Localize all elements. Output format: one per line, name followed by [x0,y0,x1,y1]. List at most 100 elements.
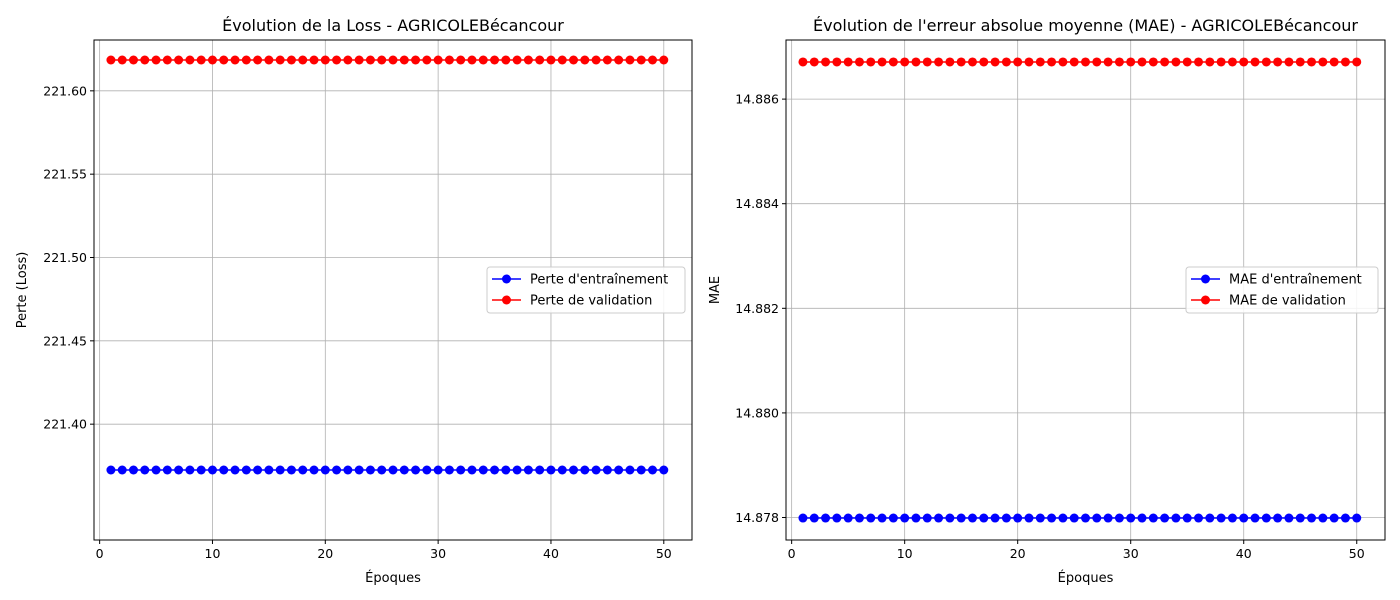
chart-1-series-0-point [1216,513,1226,523]
chart-0-series-0-point [501,465,511,475]
chart-0-series-0-point [467,465,477,475]
chart-1-series-1-point [1114,57,1124,67]
chart-1-series-1-point [911,57,921,67]
chart-0-series-1-point [162,55,172,65]
chart-0-series-0-point [332,465,342,475]
chart-0-series-0-point [162,465,172,475]
chart-1-series-1-point [1250,57,1260,67]
chart-0-series-0-point [253,465,263,475]
chart-1-series-0-point [1148,513,1158,523]
chart-1-series-1-point [1001,57,1011,67]
chart-1-y-tick-label: 14.882 [735,301,779,316]
chart-1-series-0-point [900,513,910,523]
chart-0-legend-swatch-marker-1 [502,295,511,305]
chart-1-series-0-point [1194,513,1204,523]
chart-0-series-0-point [433,465,443,475]
chart-1-series-0-point [843,513,853,523]
chart-1-y-tick-label: 14.884 [735,196,779,211]
chart-1-series-0-point [1284,513,1294,523]
chart-1-series-0-point [1024,513,1034,523]
chart-0-series-1-point [557,55,567,65]
chart-0-series-1-point [354,55,364,65]
chart-1-y-tick-label: 14.880 [735,405,779,420]
chart-0-y-tick-label: 221.45 [43,333,87,348]
chart-1-legend-entry-1: MAE de validation [1229,294,1346,309]
chart-1-series-1-point [1182,57,1192,67]
chart-1-series-1-point [900,57,910,67]
chart-1-series-1-point [877,57,887,67]
chart-1-series-1-point [1295,57,1305,67]
chart-1-series-1-point [798,57,808,67]
chart-0-series-0-point [298,465,308,475]
chart-0-series-1-point [106,55,116,65]
chart-1-series-1-point [1069,57,1079,67]
chart-0-series-1-point [535,55,545,65]
chart-1-series-0-point [956,513,966,523]
chart-0-series-0-point [241,465,251,475]
chart-0-series-1-point [614,55,624,65]
chart-0-series-0-point [444,465,454,475]
chart-1-series-1-point [866,57,876,67]
chart-1-series-0-point [922,513,932,523]
chart-1-series-0-point [1261,513,1271,523]
chart-1-series-0-point [888,513,898,523]
chart-1-legend-swatch-marker-1 [1201,295,1210,305]
chart-1-series-1-point [922,57,932,67]
chart-1-series-1-point [1261,57,1271,67]
chart-0-series-0-point [535,465,545,475]
chart-0-series-0-point [636,465,646,475]
chart-0-legend-swatch-marker-0 [502,274,511,284]
chart-1-x-axis-label: Époques [1058,570,1114,586]
chart-0-series-0-point [128,465,138,475]
chart-1-series-1-point [1058,57,1068,67]
chart-0-series-1-point [602,55,612,65]
chart-0-series-1-point [490,55,500,65]
chart-1-series-1-point [1227,57,1237,67]
chart-1-series-1-point [1273,57,1283,67]
chart-1-series-0-point [1160,513,1170,523]
chart-1-series-0-point [1318,513,1328,523]
chart-1-series-0-point [1205,513,1215,523]
chart-1-series-0-point [877,513,887,523]
chart-0-series-1-point [253,55,263,65]
chart-1-series-0-point [1013,513,1023,523]
chart-1-series-0-point [1329,513,1339,523]
chart-0-series-1-point [365,55,375,65]
chart-1-series-0-point [866,513,876,523]
chart-1-y-axis-label: MAE [708,276,723,304]
chart-0-series-1-point [591,55,601,65]
chart-0-series-1-point [207,55,217,65]
chart-0-series-0-point [523,465,533,475]
chart-1-legend: MAE d'entraînement MAE de validation [1185,266,1379,314]
chart-0-series-0-point [365,465,375,475]
chart-0-series-0-point [275,465,285,475]
chart-0-series-1-point [648,55,658,65]
chart-0-series-0-point [569,465,579,475]
chart-1-series-1-point [832,57,842,67]
chart-1-series-0-point [798,513,808,523]
chart-1-series-1-point [843,57,853,67]
chart-0-series-0-point [343,465,353,475]
chart-1-series-0-point [1126,513,1136,523]
chart-0-series-0-point [151,465,161,475]
chart-0-x-tick-label: 10 [205,546,221,561]
chart-1-series-1-point [1160,57,1170,67]
chart-0-series-1-point [636,55,646,65]
chart-1-y-tick-label: 14.886 [735,92,779,107]
chart-0-series-1-point [377,55,387,65]
chart-0-series-0-point [478,465,488,475]
chart-0-series-1-point [185,55,195,65]
chart-1-series-1-point [1205,57,1215,67]
chart-1-series-0-point [832,513,842,523]
chart-1-axes-frame [785,39,1386,541]
chart-0-series-1-point [501,55,511,65]
chart-1-x-tick-label: 30 [1123,546,1139,561]
chart-0-y-axis-label: Perte (Loss) [15,252,30,329]
chart-1-series-0-point [1114,513,1124,523]
chart-0-series-1-point [569,55,579,65]
chart-1-series-0-point [1171,513,1181,523]
chart-1-series-1-point [1047,57,1057,67]
chart-0-series-0-point [320,465,330,475]
chart-0-series-1-point [433,55,443,65]
chart-0-series-0-point [512,465,522,475]
